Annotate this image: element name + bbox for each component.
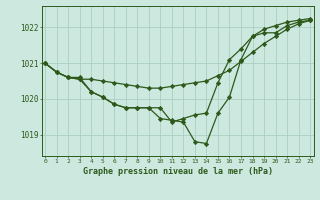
X-axis label: Graphe pression niveau de la mer (hPa): Graphe pression niveau de la mer (hPa) xyxy=(83,167,273,176)
